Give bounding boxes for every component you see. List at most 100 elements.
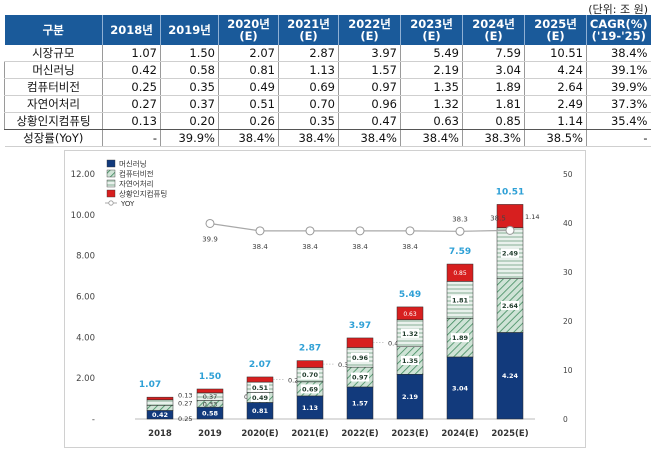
- yoy-point: [455, 226, 465, 236]
- data-label-ctx: 0.13: [178, 391, 192, 399]
- data-label-ctx: 0.63: [403, 311, 417, 318]
- cagr-cell: 39.1%: [586, 61, 651, 79]
- table-header-row: 구분 2018년 2019년 2020년(E) 2021년(E) 2022년(E…: [4, 15, 651, 45]
- data-label-bg: [401, 328, 419, 338]
- data-label-ml: 1.13: [302, 404, 318, 412]
- header-cell: 구분: [4, 15, 103, 45]
- yoy-label: 38.5: [490, 214, 506, 222]
- row-label-cell: 컴퓨터비전: [4, 78, 103, 96]
- total-label: 3.97: [349, 321, 371, 331]
- data-label-bg: [401, 356, 419, 366]
- legend-label: YOY: [120, 200, 135, 208]
- value-cell: 0.35: [278, 112, 339, 130]
- cagr-cell: 37.3%: [586, 95, 651, 113]
- header-cell: 2022년(E): [338, 15, 401, 45]
- yoy-point: [305, 226, 315, 236]
- y-right-tick-label: 30: [563, 268, 573, 277]
- yoy-point: [505, 225, 515, 235]
- value-cell: 39.9%: [160, 129, 219, 147]
- value-cell: 2.19: [400, 61, 463, 79]
- data-label-bg: [451, 333, 469, 343]
- row-label-cell: 시장규모: [4, 45, 103, 62]
- legend-label: 상황인지컴퓨팅: [119, 189, 167, 199]
- row-label-cell: 자연어처리: [4, 95, 103, 113]
- value-cell: 0.51: [218, 95, 279, 113]
- value-cell: 1.14: [524, 112, 587, 130]
- bar-segment-ml: [346, 386, 374, 420]
- value-cell: 0.35: [160, 78, 219, 96]
- value-cell: 0.27: [102, 95, 161, 113]
- data-label-nlp: 1.81: [452, 296, 469, 304]
- yoy-point: [355, 226, 365, 236]
- value-cell: 7.59: [462, 45, 525, 62]
- x-tick-label: 2024(E): [441, 429, 478, 439]
- legend-label: 컴퓨터비전: [119, 169, 154, 179]
- header-cell-cagr: CAGR(%) ('19-'25): [586, 15, 651, 45]
- value-cell: 2.64: [524, 78, 587, 96]
- bar-segment-ctx: [296, 360, 324, 368]
- x-tick-label: 2025(E): [491, 429, 528, 439]
- x-tick-label: 2023(E): [391, 429, 428, 439]
- data-label-ctx: 1.14: [525, 213, 539, 221]
- header-cell: 2024년(E): [462, 15, 525, 45]
- data-label-cv: 0.49: [252, 394, 269, 402]
- header-cell: 2019년: [160, 15, 219, 45]
- row-label-cell: 머신러닝: [4, 61, 103, 79]
- data-label-ml: 0.81: [252, 407, 269, 415]
- bar-segment-ctx: [446, 263, 474, 282]
- yoy-label: 38.4: [302, 243, 318, 251]
- y-right-tick-label: 0: [563, 415, 568, 424]
- y-left-tick-label: 4.00: [76, 333, 95, 343]
- value-cell: 0.42: [102, 61, 161, 79]
- cagr-header-line2: ('19-'25): [591, 29, 646, 43]
- data-label-ml: 3.04: [452, 384, 469, 392]
- data-label-ctx: 0.25: [288, 376, 302, 384]
- legend-swatch-nlp: [106, 179, 116, 188]
- unit-label: (단위: 조 원): [588, 3, 648, 16]
- total-label: 1.07: [139, 380, 161, 390]
- header-cell: 2023년(E): [400, 15, 463, 45]
- data-label-ml: 1.57: [352, 399, 368, 407]
- data-label-cv: 2.64: [502, 302, 519, 310]
- value-cell: 38.5%: [524, 129, 587, 147]
- data-label-bg: [351, 372, 369, 382]
- value-cell: 38.4%: [218, 129, 279, 147]
- value-cell: 0.58: [160, 61, 219, 79]
- data-label-ctx: 0.34: [338, 361, 352, 369]
- value-cell: -: [102, 129, 161, 147]
- x-tick-label: 2020(E): [241, 429, 278, 439]
- value-cell: 4.24: [524, 61, 587, 79]
- data-label-cv: 1.89: [452, 334, 469, 342]
- data-label-nlp: 0.37: [203, 393, 217, 401]
- yoy-label: 38.4: [252, 243, 268, 251]
- value-cell: 38.3%: [462, 129, 525, 147]
- data-label-bg: [451, 295, 469, 305]
- cagr-cell: 38.4%: [586, 45, 651, 62]
- bar-segment-nlp: [146, 399, 174, 406]
- bar-segment-ml: [446, 356, 474, 420]
- cagr-header-line1: CAGR(%): [589, 17, 648, 31]
- value-cell: 38.4%: [338, 129, 401, 147]
- y-left-tick-label: 10.00: [71, 211, 95, 221]
- value-cell: 38.4%: [278, 129, 339, 147]
- data-label-bg: [501, 300, 519, 310]
- y-left-tick-label: 2.00: [76, 374, 95, 384]
- data-label-ctx: 0.47: [388, 340, 402, 348]
- value-cell: 1.50: [160, 45, 219, 62]
- table-row: 시장규모 1.07 1.50 2.07 2.87 3.97 5.49 7.59 10.51 38.…: [4, 45, 651, 62]
- data-label-ctx: 0.85: [453, 270, 467, 277]
- value-cell: 1.07: [102, 45, 161, 62]
- data-label-cv: 1.35: [402, 357, 419, 365]
- value-cell: 2.87: [278, 45, 339, 62]
- value-cell: 1.89: [462, 78, 525, 96]
- legend-swatch-cv: [106, 169, 116, 178]
- value-cell: 3.97: [338, 45, 401, 62]
- value-cell: 0.47: [338, 112, 401, 130]
- total-label: 5.49: [399, 290, 421, 300]
- value-cell: 0.20: [160, 112, 219, 130]
- yoy-point: [405, 226, 415, 236]
- legend-label: 자연어처리: [119, 179, 154, 189]
- bar-segment-ctx: [196, 388, 224, 394]
- data-label-bg: [251, 382, 269, 392]
- total-label: 2.07: [249, 360, 271, 370]
